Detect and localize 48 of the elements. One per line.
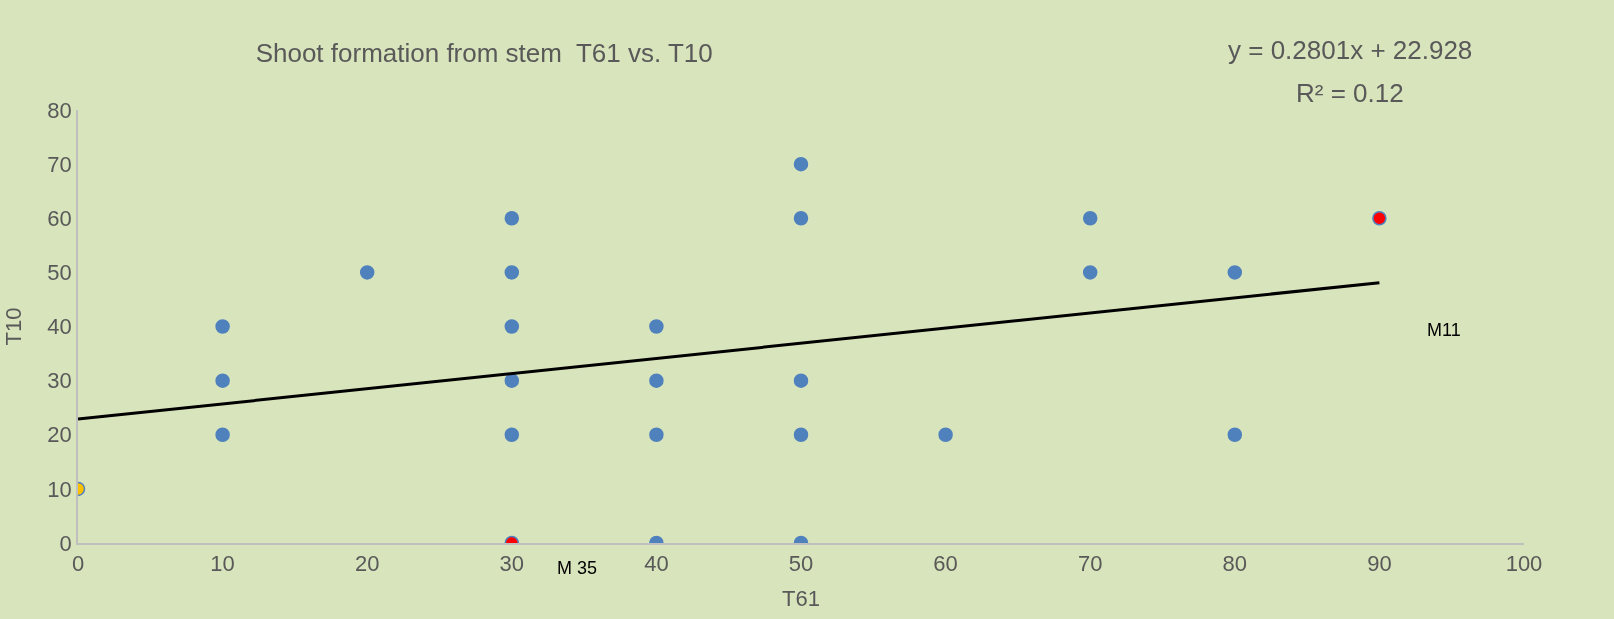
y-axis-title: T10	[0, 307, 26, 346]
point	[793, 427, 809, 442]
y-tick-label: 70	[47, 151, 72, 177]
x-tick-label: 60	[933, 551, 958, 577]
x-tick-label: 10	[210, 551, 235, 577]
point	[504, 319, 520, 334]
annotation: M11	[1427, 320, 1461, 340]
y-tick-label: 10	[47, 476, 72, 502]
point	[1227, 427, 1243, 442]
x-tick-label: 40	[644, 551, 669, 577]
chart-title: Shoot formation from stem T61 vs. T10	[255, 37, 713, 68]
x-tick-label: 30	[499, 551, 525, 577]
point	[504, 427, 520, 442]
x-axis-title: T61	[782, 585, 820, 611]
point	[215, 373, 230, 388]
y-tick-label: 50	[47, 260, 72, 286]
x-tick-label: 100	[1505, 551, 1543, 577]
x-tick-label: 90	[1367, 551, 1392, 577]
y-tick-label: 20	[47, 422, 72, 448]
point	[793, 156, 809, 172]
point	[649, 373, 664, 388]
text: y = 0.2801x + 22.928	[1228, 35, 1473, 65]
point	[1227, 265, 1243, 280]
point	[649, 319, 664, 334]
point	[938, 427, 953, 442]
text: R² = 0.12	[1296, 78, 1404, 108]
y-tick-label: 30	[47, 368, 72, 394]
text: M 35	[557, 558, 598, 578]
point	[215, 427, 230, 442]
point	[1082, 211, 1098, 226]
point	[504, 373, 520, 388]
y-tick-label: 80	[47, 97, 72, 123]
x-tick-label: 70	[1077, 551, 1103, 577]
point	[1082, 265, 1098, 280]
y-tick-label: 40	[47, 314, 72, 340]
x-tick-label: 50	[788, 551, 814, 577]
point	[504, 211, 520, 226]
point	[1372, 211, 1387, 226]
x-tick-label: 20	[354, 551, 380, 577]
point	[215, 319, 230, 334]
y-tick-label: 60	[47, 205, 72, 231]
point	[793, 373, 809, 388]
x-tick-label: 80	[1222, 551, 1248, 577]
point	[649, 427, 664, 442]
y-tick-label: 0	[59, 530, 72, 556]
point	[793, 211, 809, 226]
point	[359, 265, 375, 280]
point	[504, 265, 520, 280]
